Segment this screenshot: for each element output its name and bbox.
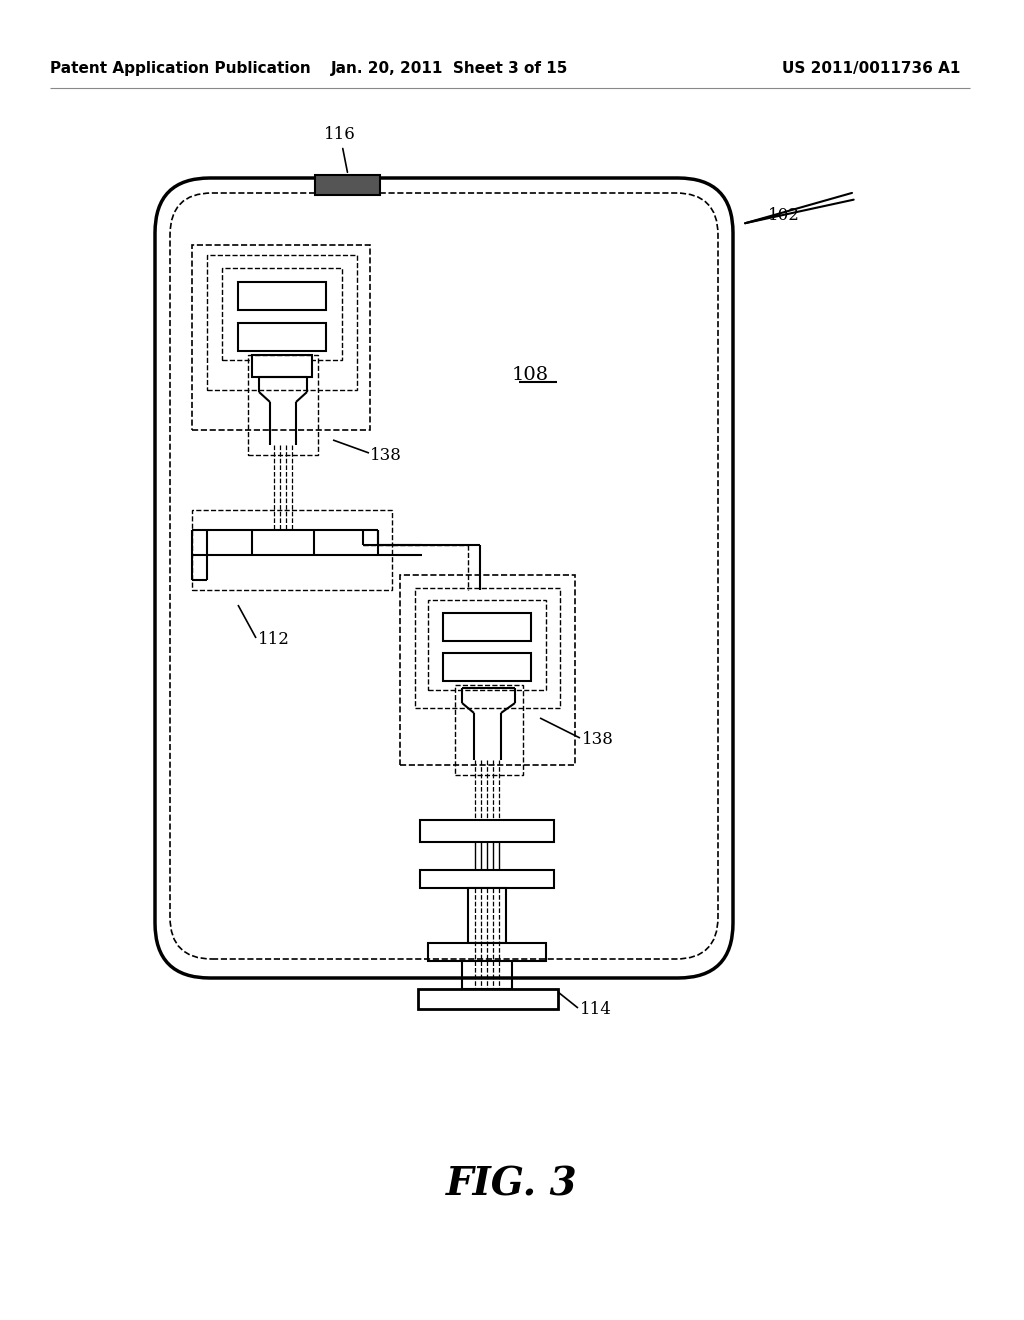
Text: 102: 102 — [768, 206, 800, 223]
Bar — [238, 323, 326, 351]
Bar — [455, 685, 523, 775]
Bar — [418, 989, 558, 1008]
Text: Patent Application Publication: Patent Application Publication — [50, 61, 310, 75]
Text: FIG. 3: FIG. 3 — [446, 1166, 578, 1204]
Bar — [248, 355, 318, 455]
Text: 114: 114 — [580, 1002, 612, 1019]
Bar — [315, 176, 380, 195]
Bar — [415, 587, 560, 708]
Text: Jan. 20, 2011  Sheet 3 of 15: Jan. 20, 2011 Sheet 3 of 15 — [332, 61, 568, 75]
Text: 138: 138 — [370, 446, 401, 463]
Bar — [420, 870, 554, 888]
Bar — [400, 576, 575, 766]
Bar — [252, 355, 312, 378]
Bar — [238, 282, 326, 310]
Text: 112: 112 — [258, 631, 290, 648]
Bar — [193, 510, 392, 590]
Bar — [462, 961, 512, 989]
Bar — [468, 888, 506, 942]
Bar — [222, 268, 342, 360]
Text: 138: 138 — [582, 731, 613, 748]
Bar — [428, 601, 546, 690]
Bar — [420, 820, 554, 842]
Bar — [193, 246, 370, 430]
Text: 116: 116 — [325, 125, 356, 173]
Bar — [207, 255, 357, 389]
Text: 108: 108 — [511, 366, 549, 384]
Bar — [428, 942, 546, 961]
Text: US 2011/0011736 A1: US 2011/0011736 A1 — [781, 61, 961, 75]
Bar — [443, 653, 531, 681]
Bar — [443, 612, 531, 642]
